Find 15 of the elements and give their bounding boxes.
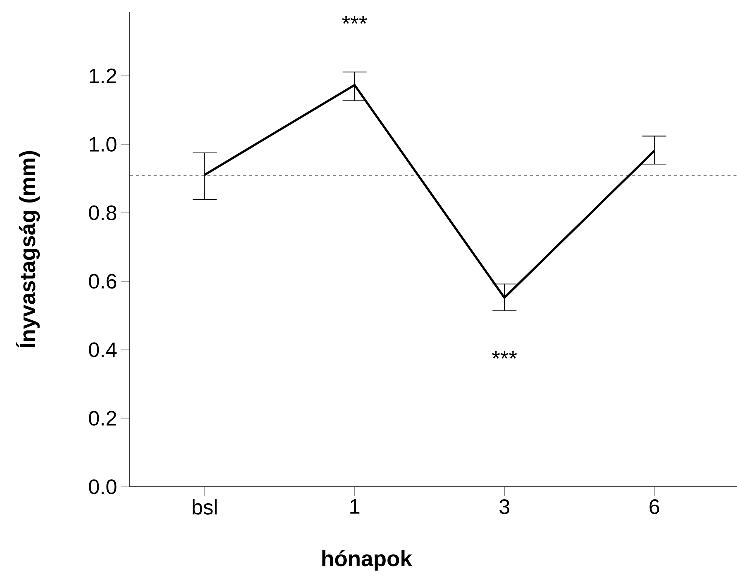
annotation: *** <box>342 16 368 24</box>
x-axis-title: hónapok <box>322 550 412 571</box>
y-tick-label: 0.2 <box>89 411 116 426</box>
x-tick-label: 1 <box>350 500 360 514</box>
y-tick-label: 0.0 <box>89 480 117 494</box>
x-tick-label: bsl <box>192 500 217 515</box>
x-tick-label: 6 <box>650 500 660 514</box>
y-axis-title: Ínyvastagság (mm) <box>16 151 40 348</box>
annotation: *** <box>492 351 518 359</box>
y-tick-label: 0.8 <box>89 206 117 220</box>
y-tick-label: 0.4 <box>89 342 117 358</box>
y-tick-label: 1.0 <box>90 137 117 152</box>
x-tick-label: 3 <box>500 500 510 514</box>
y-tick-label: 0.6 <box>89 274 117 289</box>
y-tick-label: 1.2 <box>90 68 116 84</box>
